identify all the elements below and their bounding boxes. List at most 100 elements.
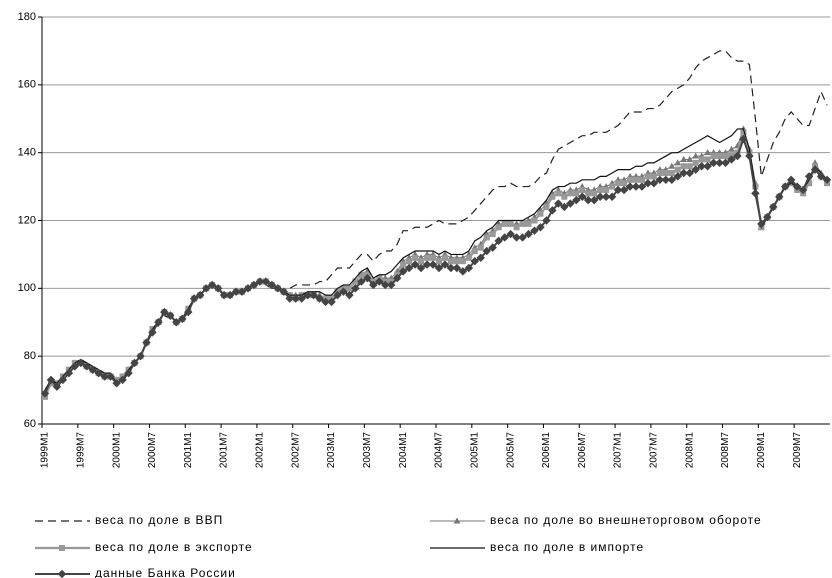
point — [786, 175, 796, 185]
x-tick-label: 2003M7 — [362, 432, 373, 469]
point — [106, 372, 115, 381]
point — [488, 243, 497, 252]
point — [172, 318, 181, 327]
x-tick-label: 2006M1 — [541, 432, 552, 469]
point — [560, 202, 569, 212]
point — [591, 190, 598, 197]
point — [70, 362, 80, 371]
x-tick-label: 2005M7 — [505, 432, 516, 469]
point — [94, 368, 103, 378]
point — [82, 362, 91, 371]
point — [489, 231, 496, 238]
point — [816, 172, 826, 181]
point — [136, 351, 145, 361]
point — [357, 277, 366, 286]
point — [524, 229, 533, 239]
point — [422, 260, 432, 269]
point — [465, 254, 472, 261]
x-tick-label: 2000M7 — [147, 432, 158, 469]
point — [692, 159, 699, 166]
series-markers — [40, 134, 832, 398]
point — [543, 203, 550, 210]
point — [709, 158, 718, 168]
point — [424, 254, 431, 261]
x-tick-label: 2009M1 — [756, 432, 767, 469]
x-tick-label: 2006M7 — [577, 432, 588, 469]
point — [763, 212, 772, 222]
point — [64, 368, 74, 378]
point — [727, 155, 736, 164]
point — [195, 290, 205, 300]
legend-label: веса по доле в ВВП — [95, 513, 223, 527]
point — [435, 258, 442, 265]
point — [638, 176, 645, 183]
legend-label: данные Банка России — [95, 566, 236, 578]
point — [655, 175, 665, 185]
point — [674, 159, 682, 166]
point — [662, 170, 669, 177]
point — [351, 284, 360, 293]
point — [518, 233, 527, 242]
x-tick-label: 2000M1 — [111, 432, 122, 469]
point — [400, 261, 407, 268]
point — [213, 284, 223, 293]
point — [369, 280, 378, 290]
point — [739, 134, 748, 144]
point — [447, 258, 454, 265]
point — [615, 180, 622, 187]
point — [530, 226, 539, 235]
point — [609, 183, 616, 190]
point — [46, 375, 56, 385]
point — [525, 220, 532, 227]
point — [303, 290, 312, 300]
point — [321, 297, 330, 307]
point — [375, 277, 384, 286]
y-tick-label: 100 — [18, 282, 36, 294]
point — [440, 260, 450, 269]
point — [297, 294, 306, 303]
x-tick-label: 2007M1 — [613, 432, 624, 469]
point — [561, 193, 568, 200]
point — [549, 193, 556, 200]
point — [632, 176, 639, 183]
point — [649, 178, 659, 188]
x-tick-label: 1999M1 — [40, 432, 51, 469]
point — [595, 192, 605, 201]
point — [531, 217, 538, 224]
point — [613, 185, 623, 195]
point — [243, 284, 253, 293]
x-tick-label: 2008M1 — [684, 432, 695, 469]
point — [573, 190, 580, 197]
point — [680, 163, 687, 170]
point — [751, 189, 760, 198]
point — [315, 294, 324, 303]
point — [668, 170, 675, 177]
series-line — [44, 136, 828, 394]
point — [381, 280, 390, 290]
point — [548, 206, 557, 215]
point — [412, 254, 419, 261]
point — [603, 186, 610, 193]
y-tick-label: 160 — [18, 79, 36, 91]
point — [148, 328, 157, 337]
y-tick-label: 120 — [18, 214, 36, 226]
point — [76, 358, 86, 368]
point — [685, 168, 694, 178]
point — [279, 287, 288, 296]
point — [452, 263, 462, 273]
point — [745, 151, 754, 161]
point — [249, 280, 259, 290]
point — [704, 149, 711, 156]
point — [387, 280, 396, 290]
point — [219, 290, 229, 300]
point — [464, 263, 474, 273]
point — [112, 379, 121, 388]
point — [686, 163, 693, 170]
point — [482, 246, 491, 256]
point — [798, 185, 808, 195]
point — [619, 185, 629, 195]
legend-marker — [453, 517, 461, 524]
point — [118, 375, 127, 385]
x-tick-label: 2003M1 — [326, 432, 337, 469]
point — [190, 294, 199, 303]
